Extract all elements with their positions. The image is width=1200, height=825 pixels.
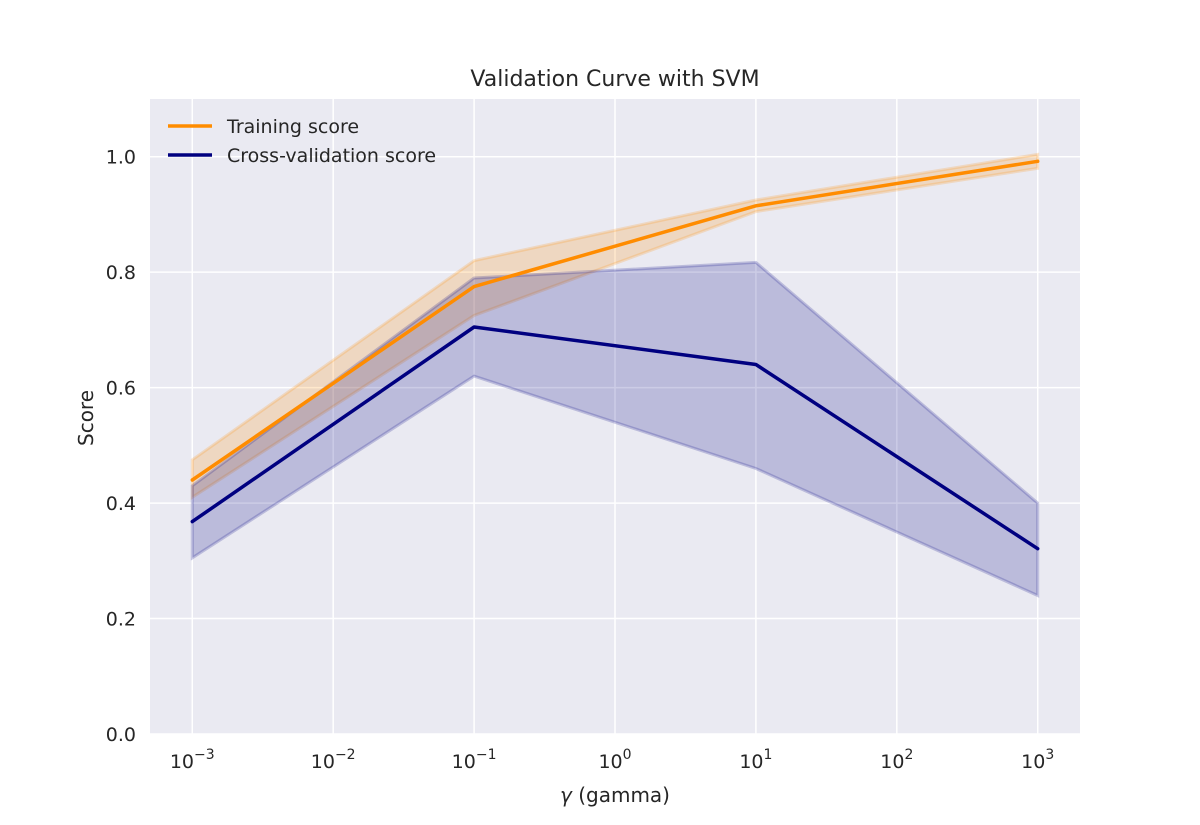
band-training <box>190 152 1040 501</box>
axis-ticks: 10−3 10−2 10−1 100 101 102 103 0.0 0.2 0.4 0.6 0.8 1… <box>106 147 1055 773</box>
y-tick-label: 0.2 <box>106 609 136 631</box>
x-tick-label: 10−3 <box>170 747 215 773</box>
y-tick-label: 0.8 <box>106 262 136 284</box>
y-tick-label: 0.0 <box>106 724 136 746</box>
line-cross-validation <box>190 325 1040 551</box>
series-lines <box>190 159 1040 551</box>
y-tick-label: 0.6 <box>106 378 136 400</box>
x-axis-label-symbol: γ <box>560 783 573 807</box>
x-tick-label: 103 <box>1021 747 1054 773</box>
legend-entry: Cross-validation score <box>227 145 436 167</box>
band-cross-validation <box>190 260 1040 598</box>
chart-title: Validation Curve with SVM <box>470 67 759 92</box>
line-training <box>190 159 1040 482</box>
confidence-bands <box>190 152 1040 598</box>
x-tick-label: 10−1 <box>452 747 497 773</box>
grid <box>150 99 1080 735</box>
x-tick-label: 100 <box>598 747 631 773</box>
y-tick-label: 0.4 <box>106 493 136 515</box>
legend: Training score Cross-validation score <box>168 116 436 167</box>
y-axis-label: Score <box>74 390 98 446</box>
x-tick-label: 101 <box>739 747 772 773</box>
y-tick-label: 1.0 <box>106 147 136 169</box>
legend-entry: Training score <box>226 116 359 138</box>
x-axis-label: γ (gamma) <box>560 783 670 807</box>
x-tick-label: 10−2 <box>311 747 356 773</box>
x-tick-label: 102 <box>880 747 913 773</box>
x-axis-label-text: (gamma) <box>578 783 670 807</box>
